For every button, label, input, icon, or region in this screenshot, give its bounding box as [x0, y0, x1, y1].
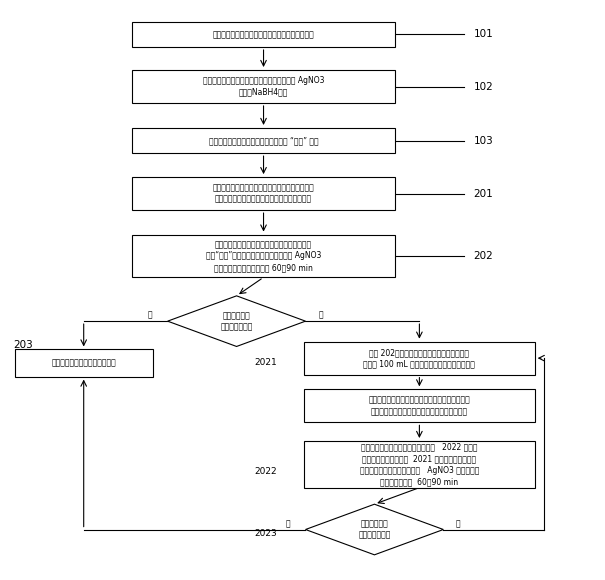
- Text: 2022: 2022: [255, 467, 277, 476]
- FancyBboxPatch shape: [132, 177, 396, 210]
- Text: 是: 是: [456, 519, 460, 528]
- Text: 2021: 2021: [255, 357, 277, 367]
- FancyBboxPatch shape: [304, 342, 535, 375]
- Text: 室温冷却，制得球形銀纳米颗粒: 室温冷却，制得球形銀纳米颗粒: [51, 358, 116, 368]
- Text: 203: 203: [13, 339, 33, 350]
- FancyBboxPatch shape: [132, 70, 396, 103]
- Text: 101: 101: [473, 30, 493, 39]
- Text: 是: 是: [318, 311, 323, 320]
- Text: 在对稳定剂溶液加热至水浴的温度，然后加入 AgNO3
溶液和NaBH4溶液: 在对稳定剂溶液加热至水浴的温度，然后加入 AgNO3 溶液和NaBH4溶液: [203, 77, 324, 97]
- Text: 103: 103: [473, 136, 493, 146]
- Text: 在冷凝管保持回流的状态下，向还原剂溶液中加
入銀“种子”溶液，在搅拌过程中，再加入 AgNO3
溶液，保持搅拌和沸腾状态 60～90 min: 在冷凝管保持回流的状态下，向还原剂溶液中加 入銀“种子”溶液，在搅拌过程中，再加…: [206, 240, 321, 272]
- Text: 是否需要增大
銀纳米颗粒尺寸: 是否需要增大 銀纳米颗粒尺寸: [358, 519, 391, 540]
- Text: 2023: 2023: [255, 529, 277, 538]
- FancyBboxPatch shape: [15, 349, 152, 376]
- FancyBboxPatch shape: [132, 234, 396, 277]
- Text: 步骤 202制备的溶液室温冷却后，用去离子水
定容到 100 mL ，制得球形銀纳米颗粒控溶液；: 步骤 202制备的溶液室温冷却后，用去离子水 定容到 100 mL ，制得球形銀…: [364, 348, 476, 368]
- Text: 是否需要增大
銀纳米颗粒尺寸: 是否需要增大 銀纳米颗粒尺寸: [220, 311, 253, 331]
- Polygon shape: [168, 296, 306, 346]
- Polygon shape: [306, 504, 443, 555]
- Text: 向烧瓶中加入去离子水，然后加入柠檬酸钓溶液，
形成还原剂溶液，加热该还原剂溶液到沸腾状态: 向烧瓶中加入去离子水，然后加入柠檬酸钓溶液， 形成还原剂溶液，加热该还原剂溶液到…: [368, 396, 470, 416]
- Text: 在冷凝管保持回流的状态下，向步骤   2022 制备的
还原剂溶液中加入步骤  2021 制备的球形銀纳米颗
粒溶液，在搅拌过程中，加入   AgNO3 溶液，: 在冷凝管保持回流的状态下，向步骤 2022 制备的 还原剂溶液中加入步骤 202…: [360, 443, 479, 486]
- Text: 向烧瓶中加入去离子水，然后加入柠檬酸钓溶液，
形成还原剂溶液，加热该还原剂溶液到沸腾状态: 向烧瓶中加入去离子水，然后加入柠檬酸钓溶液， 形成还原剂溶液，加热该还原剂溶液到…: [213, 183, 315, 204]
- Text: 102: 102: [473, 82, 493, 92]
- FancyBboxPatch shape: [132, 128, 396, 153]
- Text: 将去离子水与柠檬酸钓溶液混合，形成稳定剂溶液: 将去离子水与柠檬酸钓溶液混合，形成稳定剂溶液: [213, 30, 315, 39]
- Text: 201: 201: [473, 188, 493, 198]
- Text: 否: 否: [148, 311, 152, 320]
- Text: 否: 否: [285, 519, 290, 528]
- Text: 室温冷却后，用去离子水定容，制得銀 “种子” 溶液: 室温冷却后，用去离子水定容，制得銀 “种子” 溶液: [209, 136, 318, 145]
- Text: 202: 202: [473, 251, 493, 261]
- FancyBboxPatch shape: [304, 389, 535, 422]
- FancyBboxPatch shape: [132, 22, 396, 47]
- FancyBboxPatch shape: [304, 441, 535, 488]
